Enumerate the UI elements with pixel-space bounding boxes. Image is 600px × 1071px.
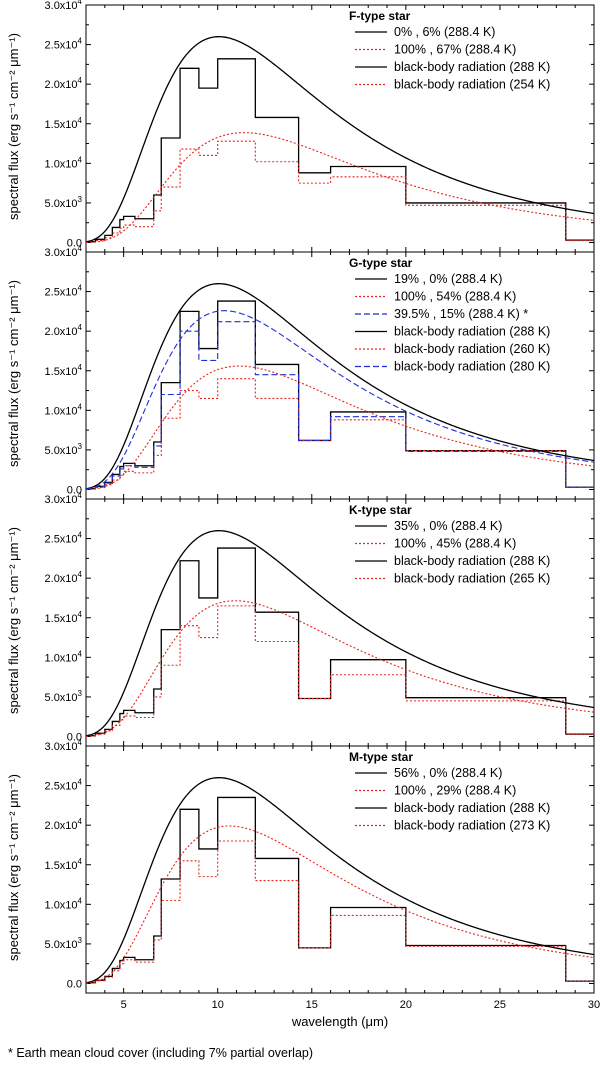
y-tick-label: 3.0x104	[45, 244, 83, 259]
panel-m-type-star: 0.0 5.0x103 1.0x104 1.5x104 2.0x104 2.5x104 3.…	[6, 738, 600, 1029]
y-tick-label: 1.5x104	[45, 116, 83, 131]
x-tick-label: 20	[400, 999, 412, 1011]
legend-label: 19% , 0% (288.4 K)	[394, 272, 502, 286]
y-tick-label: 5.0x103	[45, 936, 83, 951]
panel-k-type-star: 0.0 5.0x103 1.0x104 1.5x104 2.0x104 2.5x104 3.…	[6, 491, 595, 747]
legend-label: black-body radiation (288 K)	[394, 801, 550, 815]
legend-label: 100% , 29% (288.4 K)	[394, 784, 516, 798]
series-line-0	[86, 547, 594, 737]
y-tick-label: 1.0x104	[45, 896, 83, 911]
y-tick-label: 1.5x104	[45, 610, 83, 625]
legend-label: black-body radiation (254 K)	[394, 78, 550, 92]
y-tick-label: 3.0x104	[45, 491, 83, 506]
x-tick-label: 15	[306, 999, 318, 1011]
y-tick-label: 5.0x103	[45, 442, 83, 457]
x-axis-label: wavelength (μm)	[291, 1014, 388, 1029]
y-tick-label: 2.0x104	[45, 323, 83, 338]
y-tick-label: 2.0x104	[45, 817, 83, 832]
legend-label: black-body radiation (280 K)	[394, 360, 550, 374]
y-tick-label: 0.0	[67, 979, 82, 991]
series-line-0	[86, 58, 594, 243]
series-line-3	[86, 132, 594, 243]
y-tick-label: 2.5x104	[45, 531, 83, 546]
legend-label: black-body radiation (288 K)	[394, 325, 550, 339]
series-line-2	[86, 321, 594, 490]
panel-title: M-type star	[349, 750, 413, 764]
y-tick-label: 1.5x104	[45, 857, 83, 872]
y-tick-label: 2.0x104	[45, 76, 83, 91]
y-tick-label: 0.0	[67, 238, 82, 250]
y-tick-label: 0.0	[67, 732, 82, 744]
legend-label: 56% , 0% (288.4 K)	[394, 766, 502, 780]
y-tick-label: 1.0x104	[45, 402, 83, 417]
series-line-0	[86, 796, 594, 984]
legend-label: black-body radiation (288 K)	[394, 554, 550, 568]
plot-frame	[85, 498, 595, 747]
y-tick-label: 5.0x103	[45, 689, 83, 704]
plot-frame	[85, 4, 595, 253]
y-tick-label: 1.5x104	[45, 363, 83, 378]
series-line-2	[86, 36, 594, 243]
y-tick-label: 2.5x104	[45, 37, 83, 52]
series-line-1	[86, 840, 594, 984]
legend-label: 100% , 45% (288.4 K)	[394, 537, 516, 551]
y-axis-label: spectral flux (erg s⁻¹ cm⁻² μm⁻¹)	[6, 774, 21, 961]
footnote: * Earth mean cloud cover (including 7% p…	[8, 1046, 314, 1060]
panel-title: F-type star	[349, 9, 411, 23]
plot-frame	[85, 251, 595, 500]
plot-data	[86, 777, 594, 984]
plot-data	[86, 36, 594, 243]
series-line-3	[86, 600, 594, 737]
y-axis-label: spectral flux (erg s⁻¹ cm⁻² μm⁻¹)	[6, 280, 21, 467]
plot-data	[86, 530, 594, 737]
y-tick-label: 3.0x104	[45, 0, 83, 12]
legend-label: black-body radiation (260 K)	[394, 342, 550, 356]
legend-label: 39.5% , 15% (288.4 K) *	[394, 307, 528, 321]
series-line-3	[86, 283, 594, 490]
y-tick-label: 2.0x104	[45, 570, 83, 585]
y-tick-label: 2.5x104	[45, 778, 83, 793]
y-axis-label: spectral flux (erg s⁻¹ cm⁻² μm⁻¹)	[6, 527, 21, 714]
y-tick-label: 2.5x104	[45, 284, 83, 299]
legend-label: 35% , 0% (288.4 K)	[394, 519, 502, 533]
series-line-1	[86, 605, 594, 737]
plot-frame	[85, 745, 595, 994]
legend-label: black-body radiation (273 K)	[394, 819, 550, 833]
legend-label: 100% , 54% (288.4 K)	[394, 290, 516, 304]
series-line-1	[86, 378, 594, 490]
series-line-4	[86, 365, 594, 490]
series-line-2	[86, 777, 594, 984]
y-tick-label: 1.0x104	[45, 649, 83, 664]
y-tick-label: 3.0x104	[45, 738, 83, 753]
x-tick-label: 5	[121, 999, 127, 1011]
series-line-0	[86, 300, 594, 490]
y-tick-label: 1.0x104	[45, 155, 83, 170]
x-tick-label: 25	[494, 999, 506, 1011]
series-line-1	[86, 140, 594, 243]
legend-label: black-body radiation (265 K)	[394, 572, 550, 586]
panel-f-type-star: 0.0 5.0x103 1.0x104 1.5x104 2.0x104 2.5x104 3.…	[6, 0, 595, 253]
plot-data	[86, 283, 594, 490]
x-tick-label: 30	[588, 999, 600, 1011]
y-tick-label: 5.0x103	[45, 195, 83, 210]
y-tick-label: 0.0	[67, 485, 82, 497]
panel-title: K-type star	[349, 503, 412, 517]
series-line-2	[86, 530, 594, 737]
panel-title: G-type star	[349, 256, 413, 270]
legend-label: 100% , 67% (288.4 K)	[394, 43, 516, 57]
x-tick-label: 10	[212, 999, 224, 1011]
series-line-5	[86, 310, 594, 490]
series-line-3	[86, 825, 594, 984]
legend-label: black-body radiation (288 K)	[394, 60, 550, 74]
legend-label: 0% , 6% (288.4 K)	[394, 25, 495, 39]
panel-g-type-star: 0.0 5.0x103 1.0x104 1.5x104 2.0x104 2.5x104 3.…	[6, 244, 595, 500]
y-axis-label: spectral flux (erg s⁻¹ cm⁻² μm⁻¹)	[6, 33, 21, 220]
